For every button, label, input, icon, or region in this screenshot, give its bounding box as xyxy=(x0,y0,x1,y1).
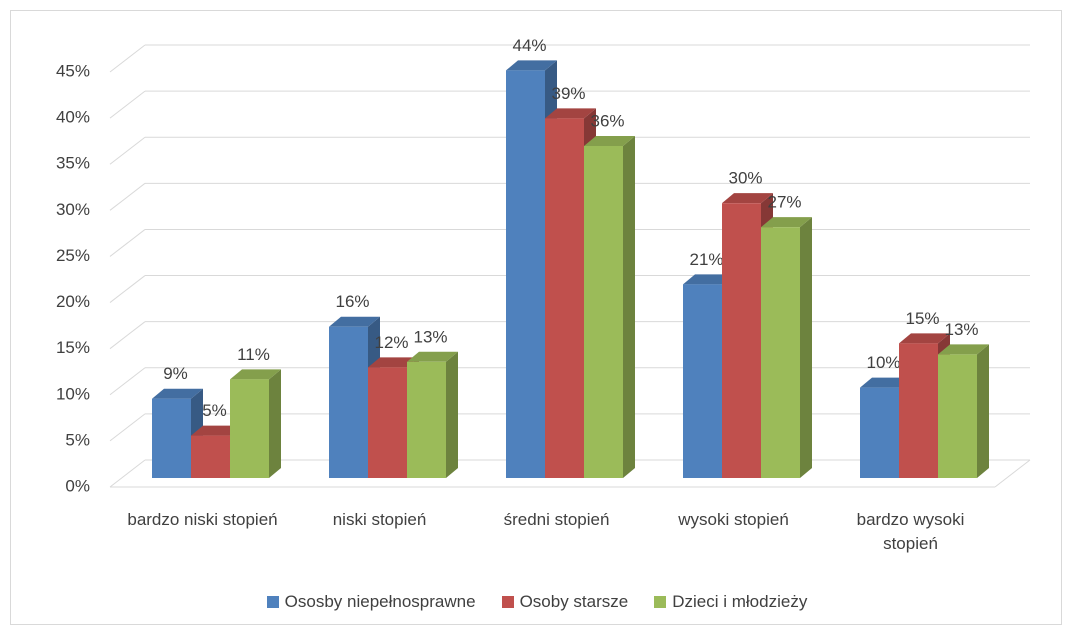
bar xyxy=(191,435,230,478)
y-tick-label: 30% xyxy=(56,200,90,219)
bar xyxy=(584,146,623,478)
legend-item: Dzieci i młodzieży xyxy=(654,592,807,612)
bar-top xyxy=(860,377,911,388)
bar-top xyxy=(407,351,458,362)
value-label: 11% xyxy=(237,345,270,364)
y-tick-label: 35% xyxy=(56,154,90,173)
legend-label: Ososby niepełnosprawne xyxy=(284,592,476,611)
value-label: 44% xyxy=(512,36,546,55)
y-tick-label: 10% xyxy=(56,384,90,403)
value-label: 12% xyxy=(374,333,408,352)
bar xyxy=(368,367,407,478)
x-tick-label: niski stopień xyxy=(332,510,427,529)
legend-item: Osoby starsze xyxy=(501,592,629,612)
bar-top xyxy=(230,369,281,380)
grid-line-side xyxy=(109,229,146,257)
y-tick-label: 5% xyxy=(65,430,90,449)
value-label: 13% xyxy=(413,327,447,346)
bar-top xyxy=(899,333,950,344)
legend-swatch xyxy=(501,596,514,608)
value-label: 21% xyxy=(689,250,723,269)
value-label: 30% xyxy=(728,169,762,188)
bar xyxy=(722,203,761,478)
bar xyxy=(506,70,545,478)
bar-top xyxy=(545,108,596,119)
y-tick-label: 45% xyxy=(56,61,90,80)
bar-top xyxy=(584,136,635,146)
grid-line-side xyxy=(109,275,146,303)
bar-side xyxy=(977,344,989,478)
bar xyxy=(230,379,269,478)
y-tick-label: 15% xyxy=(56,338,90,357)
legend-swatch xyxy=(266,596,279,608)
bar xyxy=(152,398,191,478)
bar-side xyxy=(800,217,812,478)
grid-line-side xyxy=(109,321,146,350)
bar xyxy=(683,284,722,478)
bar-side xyxy=(446,351,458,478)
bar-top xyxy=(152,388,203,399)
grid-line-side xyxy=(109,459,146,488)
bar xyxy=(329,326,368,478)
value-label: 10% xyxy=(866,353,900,372)
value-label: 39% xyxy=(551,84,585,103)
grid-line-side xyxy=(109,44,146,73)
value-label: 27% xyxy=(767,193,801,212)
bar xyxy=(899,343,938,478)
bar-top xyxy=(191,425,242,436)
bar xyxy=(860,387,899,478)
y-tick-label: 25% xyxy=(56,246,90,265)
x-tick-label: bardzo wysoki stopień xyxy=(856,510,965,553)
bar-top xyxy=(329,316,380,327)
legend-item: Ososby niepełnosprawne xyxy=(266,592,476,612)
bar-top xyxy=(722,193,773,204)
y-tick-label: 0% xyxy=(65,476,90,495)
y-tick-label: 40% xyxy=(56,108,90,127)
value-label: 5% xyxy=(202,401,227,420)
bar xyxy=(761,227,800,478)
grid-line-side xyxy=(109,413,146,442)
bar-side xyxy=(269,369,281,478)
bar-top xyxy=(368,357,419,368)
x-tick-label: wysoki stopień xyxy=(678,510,789,529)
x-tick-label: bardzo niski stopień xyxy=(127,510,278,529)
legend-swatch xyxy=(654,596,667,608)
y-tick-label: 20% xyxy=(56,292,90,311)
value-label: 15% xyxy=(905,309,939,328)
grid-line-side xyxy=(109,367,146,396)
bar xyxy=(545,118,584,478)
floor-right xyxy=(994,459,1031,488)
grid-line-side xyxy=(109,90,146,119)
bar-top xyxy=(938,344,989,355)
bar xyxy=(407,361,446,478)
x-tick-label: średni stopień xyxy=(503,510,610,529)
value-label: 9% xyxy=(163,364,188,383)
grid-line-side xyxy=(109,136,146,165)
bar-top xyxy=(683,274,734,285)
legend: Ososby niepełnosprawne Osoby starsze Dziec… xyxy=(0,592,1074,612)
value-label: 36% xyxy=(590,111,624,130)
chart-frame xyxy=(10,10,1062,625)
value-label: 16% xyxy=(335,292,369,311)
bar-top xyxy=(761,217,812,228)
bar xyxy=(938,354,977,478)
legend-label: Osoby starsze xyxy=(519,592,629,611)
bar-top xyxy=(506,60,557,71)
grid-line-side xyxy=(109,182,146,211)
bar-side xyxy=(623,136,635,478)
legend-label: Dzieci i młodzieży xyxy=(672,592,808,611)
value-label: 13% xyxy=(944,320,978,339)
